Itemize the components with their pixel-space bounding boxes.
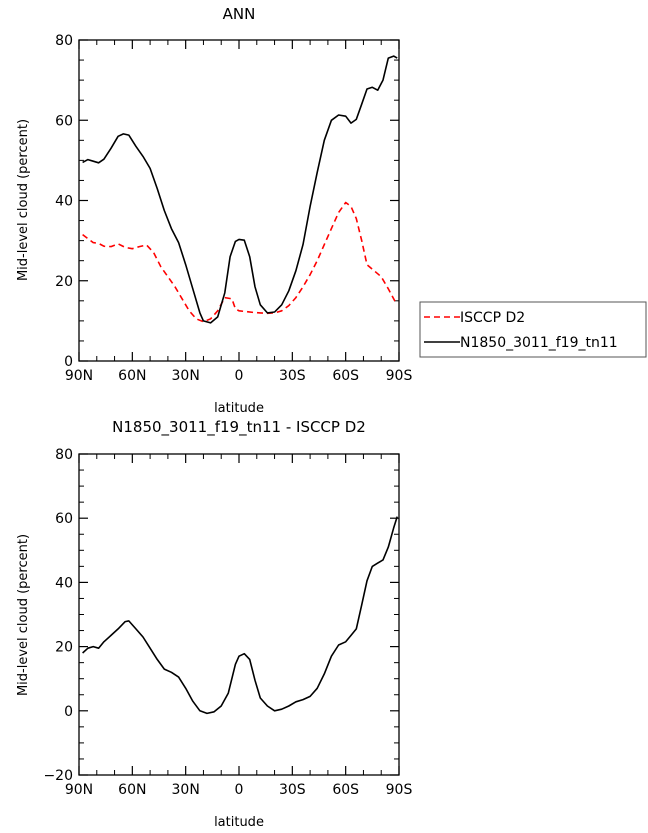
- bottom-chart-title: N1850_3011_f19_tn11 - ISCCP D2: [112, 418, 366, 437]
- bottom-y-tick-label: 0: [64, 704, 73, 720]
- legend-box: [419, 301, 647, 358]
- bottom-x-tick-label: 90S: [386, 782, 413, 798]
- bottom-series-lines: [82, 516, 398, 715]
- bottom-x-tick-label: 30S: [279, 782, 306, 798]
- top-x-axis-label: latitude: [214, 401, 264, 416]
- top-chart-title: ANN: [223, 5, 256, 23]
- top-x-tick-label: 90N: [65, 368, 93, 384]
- bottom-x-tick-label: 60N: [118, 782, 146, 798]
- bottom-y-ticks: −20 0 20 40 60 80: [43, 447, 399, 784]
- legend: ISCCP D2 N1850_3011_f19_tn11: [419, 301, 647, 358]
- bottom-x-tick-label: 60S: [332, 782, 359, 798]
- top-y-tick-label: 0: [64, 354, 73, 370]
- top-series-lines: [82, 55, 398, 324]
- top-x-ticks: 90N 60N 30N 0 30S 60S 90S: [65, 40, 413, 384]
- legend-label-model: N1850_3011_f19_tn11: [460, 335, 618, 351]
- top-x-tick-label: 90S: [386, 368, 413, 384]
- top-x-tick-label: 0: [235, 368, 244, 384]
- bottom-y-tick-label: 80: [55, 447, 73, 463]
- top-x-tick-label: 60S: [332, 368, 359, 384]
- bottom-series-line-0: [82, 516, 398, 715]
- top-y-tick-label: 80: [55, 33, 73, 49]
- bottom-y-tick-label: 20: [55, 640, 73, 656]
- top-series-line-1: [82, 55, 398, 324]
- bottom-plot-frame: [78, 453, 400, 776]
- top-x-tick-label: 30S: [279, 368, 306, 384]
- top-plot-frame: [78, 39, 400, 362]
- top-x-tick-label: 30N: [172, 368, 200, 384]
- bottom-x-tick-label: 30N: [172, 782, 200, 798]
- top-y-tick-label: 60: [55, 113, 73, 129]
- bottom-y-tick-label: 60: [55, 511, 73, 527]
- bottom-y-tick-label: 40: [55, 575, 73, 591]
- bottom-x-ticks: 90N 60N 30N 0 30S 60S 90S: [65, 454, 413, 798]
- top-y-tick-label: 20: [55, 274, 73, 290]
- top-series-line-0: [82, 201, 397, 323]
- top-y-ticks: 0 20 40 60 80: [55, 33, 399, 370]
- top-y-axis-label: Mid-level cloud (percent): [16, 119, 31, 281]
- top-panel: ANN 0 20 40 60 80 90N 60N 30N 0 30S 60S 90S latitu…: [16, 5, 412, 416]
- legend-label-isccp: ISCCP D2: [460, 310, 525, 326]
- top-y-tick-label: 40: [55, 194, 73, 210]
- bottom-y-axis-label: Mid-level cloud (percent): [16, 534, 31, 696]
- bottom-x-tick-label: 0: [235, 782, 244, 798]
- top-x-tick-label: 60N: [118, 368, 146, 384]
- bottom-y-tick-label: −20: [43, 768, 73, 784]
- bottom-panel: N1850_3011_f19_tn11 - ISCCP D2 −20 0 20 40 6…: [16, 418, 412, 830]
- bottom-x-tick-label: 90N: [65, 782, 93, 798]
- bottom-x-axis-label: latitude: [214, 815, 264, 830]
